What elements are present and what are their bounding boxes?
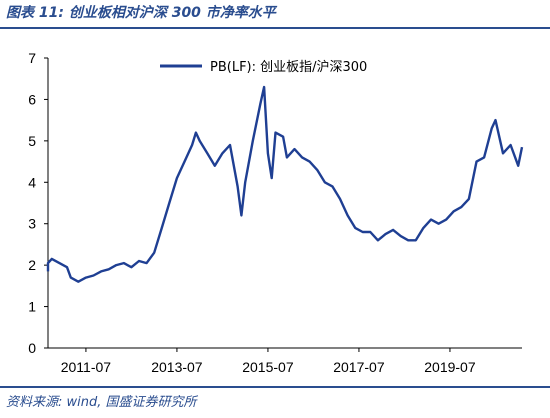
y-tick-label: 0 <box>28 340 36 356</box>
figure-title: 图表 11: 创业板相对沪深 300 市净率水平 <box>6 5 276 21</box>
legend-label: PB(LF): 创业板指/沪深300 <box>210 59 367 75</box>
source-divider <box>0 386 550 388</box>
y-tick-label: 4 <box>28 174 36 190</box>
y-tick-label: 6 <box>28 91 36 107</box>
x-tick-label: 2019-07 <box>424 359 476 375</box>
y-tick-label: 5 <box>28 133 36 149</box>
x-tick-label: 2017-07 <box>333 359 385 375</box>
x-tick-label: 2013-07 <box>151 359 203 375</box>
x-tick-label: 2015-07 <box>242 359 294 375</box>
x-axis-ticks: 2011-07 2013-07 2015-07 2017-07 2019-07 <box>61 348 476 375</box>
y-tick-label: 3 <box>28 216 36 232</box>
figure-source: 资料来源: wind, 国盛证券研究所 <box>6 395 197 410</box>
y-tick-label: 1 <box>28 299 36 315</box>
y-tick-label: 2 <box>28 257 36 273</box>
pb-ratio-line <box>46 85 524 283</box>
title-divider <box>0 27 550 29</box>
y-axis-ticks: 0 1 2 3 4 5 6 7 <box>28 50 48 356</box>
chart-axes <box>47 58 522 349</box>
x-tick-label: 2011-07 <box>61 359 112 375</box>
chart-legend: PB(LF): 创业板指/沪深300 <box>160 59 367 75</box>
y-tick-label: 7 <box>28 50 36 66</box>
